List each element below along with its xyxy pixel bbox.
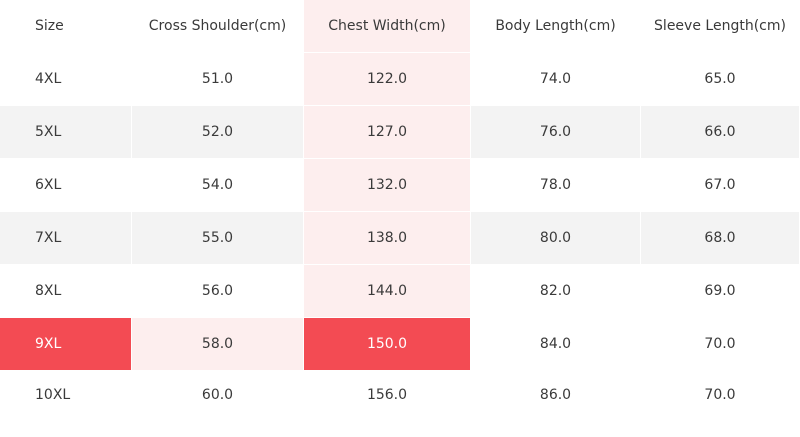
cell-chest-width: 138.0 — [304, 212, 471, 265]
header-size: Size — [0, 0, 132, 53]
header-chest-width: Chest Width(cm) — [304, 0, 471, 53]
cell-chest-width: 122.0 — [304, 53, 471, 106]
cell-body-length: 82.0 — [471, 265, 641, 318]
cell-size: 6XL — [0, 159, 132, 212]
header-cross-shoulder: Cross Shoulder(cm) — [132, 0, 304, 53]
header-sleeve-length: Sleeve Length(cm) — [641, 0, 800, 53]
cell-cross-shoulder: 55.0 — [132, 212, 304, 265]
cell-body-length: 86.0 — [471, 371, 641, 419]
cell-body-length: 76.0 — [471, 106, 641, 159]
cell-sleeve-length: 70.0 — [641, 318, 800, 371]
cell-chest-width: 144.0 — [304, 265, 471, 318]
cell-body-length: 84.0 — [471, 318, 641, 371]
cell-sleeve-length: 66.0 — [641, 106, 800, 159]
cell-cross-shoulder: 52.0 — [132, 106, 304, 159]
size-chart-row-group: 5XL 52.0 127.0 76.0 66.0 6XL 54.0 132.0 … — [0, 106, 800, 419]
cell-body-length: 74.0 — [471, 53, 641, 106]
cell-cross-shoulder: 58.0 — [132, 318, 304, 371]
cell-body-length: 80.0 — [471, 212, 641, 265]
cell-body-length: 78.0 — [471, 159, 641, 212]
size-chart-body: 4XL 51.0 122.0 74.0 65.0 — [0, 53, 800, 106]
cell-chest-width-highlighted: 150.0 — [304, 318, 471, 371]
cell-cross-shoulder: 51.0 — [132, 53, 304, 106]
cell-size: 8XL — [0, 265, 132, 318]
size-chart-table: Size Cross Shoulder(cm) Chest Width(cm) … — [0, 0, 800, 53]
cell-size: 5XL — [0, 106, 132, 159]
cell-sleeve-length: 68.0 — [641, 212, 800, 265]
cell-size: 10XL — [0, 371, 132, 419]
cell-cross-shoulder: 54.0 — [132, 159, 304, 212]
cell-chest-width: 156.0 — [304, 371, 471, 419]
cell-sleeve-length: 67.0 — [641, 159, 800, 212]
cell-cross-shoulder: 60.0 — [132, 371, 304, 419]
cell-chest-width: 132.0 — [304, 159, 471, 212]
cell-sleeve-length: 69.0 — [641, 265, 800, 318]
cell-sleeve-length: 65.0 — [641, 53, 800, 106]
cell-size: 4XL — [0, 53, 132, 106]
cell-cross-shoulder: 56.0 — [132, 265, 304, 318]
cell-size-highlighted: 9XL — [0, 318, 132, 371]
cell-size: 7XL — [0, 212, 132, 265]
cell-chest-width: 127.0 — [304, 106, 471, 159]
cell-sleeve-length: 70.0 — [641, 371, 800, 419]
header-body-length: Body Length(cm) — [471, 0, 641, 53]
